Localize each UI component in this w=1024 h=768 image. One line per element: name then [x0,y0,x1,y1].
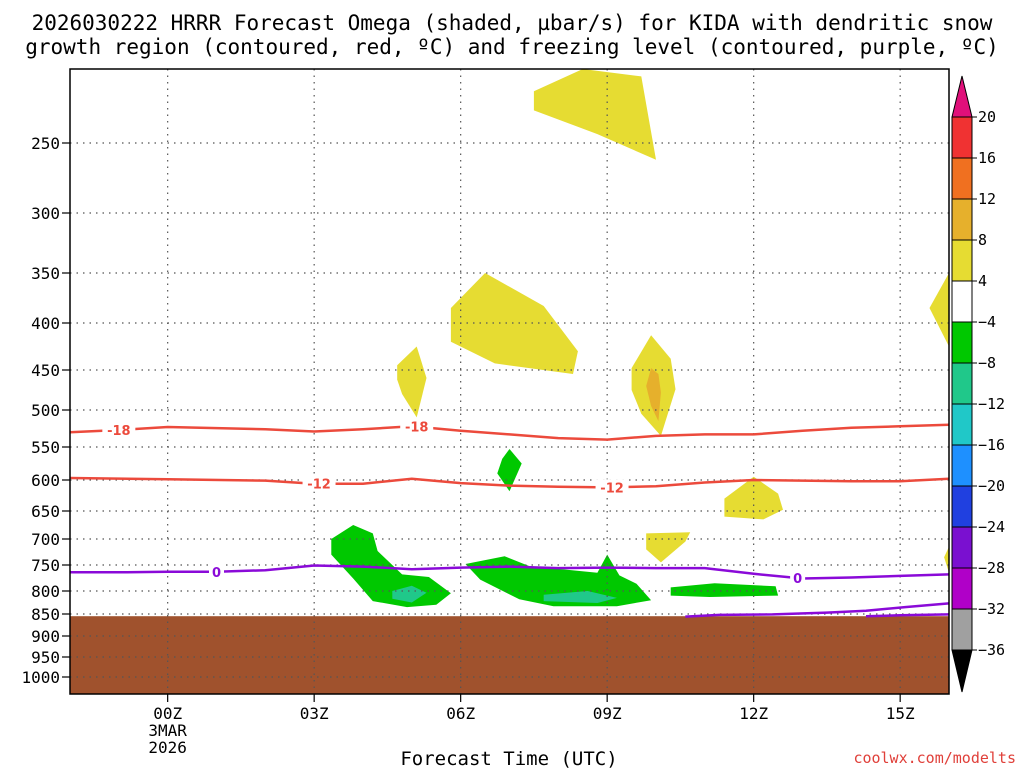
contour-line-3 [685,602,949,618]
colorbar-label: −36 [978,641,1005,659]
colorbar-label: −4 [978,313,996,331]
colorbar-bin [951,239,973,282]
omega-shaded-regions [331,69,949,608]
y-tick-label: 500 [31,401,60,420]
omega-region-7 [646,532,691,563]
contour-line-1 [70,476,949,489]
x-date-label: 2026 [148,738,187,757]
omega-region-11 [331,525,451,608]
x-axis-label: Forecast Time (UTC) [400,748,617,768]
contour-line-0 [70,423,949,441]
colorbar-bin [951,321,973,364]
y-axis-ticks: 250 300 350 400 450 500 550 600 650 700 750 800 850 9… [21,134,70,687]
plot-frame [69,68,950,695]
contour-label: -12 [307,478,331,493]
colorbar-label: −16 [978,436,1005,454]
x-tick-label: 06Z [446,704,475,723]
contour-label-bg [302,475,336,492]
y-tick-label: 900 [31,627,60,646]
colorbar: 20 16 12 8 4 −4 −8 −12 −16 −20 −24 −28 −32 −36 [951,75,1005,693]
colorbar-label: −24 [978,518,1005,536]
ground-shading [70,616,949,694]
x-tick-label: 09Z [593,704,622,723]
contour-label-bg [595,479,629,496]
colorbar-label: −8 [978,354,996,372]
y-tick-label: 1000 [21,668,60,687]
contour-label-bg [400,418,434,435]
y-tick-label: 250 [31,134,60,153]
colorbar-label: 12 [978,190,996,208]
colorbar-bin [951,362,973,405]
omega-region-15 [543,591,617,603]
contour-label: 0 [212,566,221,581]
omega-region-3 [397,346,427,418]
y-tick-label: 300 [31,204,60,223]
x-date-label: 3MAR [148,721,187,740]
colorbar-bin [951,608,973,651]
y-tick-label: 700 [31,530,60,549]
colorbar-bin [951,444,973,487]
contour-label-bg [102,421,136,438]
contour-label-bg [790,570,806,587]
omega-region-2 [450,273,578,374]
colorbar-top-arrow [951,75,973,118]
contour-label-bg [209,563,224,580]
colorbar-label: −12 [978,395,1005,413]
omega-region-8 [929,273,949,347]
contour-labels: -18 -18 -12 -12 0 0 [102,418,806,587]
contour-label: -12 [600,481,624,496]
x-tick-label: 00Z [153,704,182,723]
y-tick-label: 800 [31,582,60,601]
colorbar-bin [951,567,973,610]
colorbar-label: −32 [978,600,1005,618]
contour-line-4 [865,613,949,618]
y-tick-label: 650 [31,502,60,521]
colorbar-bin [951,403,973,446]
colorbar-bin [951,526,973,569]
colorbar-label: 20 [978,108,996,126]
omega-region-14 [392,585,427,603]
colorbar-bin [951,116,973,159]
omega-region-9 [944,546,949,573]
y-tick-label: 550 [31,438,60,457]
colorbar-bin [951,157,973,200]
chart-title-line1: 2026030222 HRRR Forecast Omega (shaded, … [32,11,993,35]
watermark: coolwx.com/modelts [853,749,1016,767]
contour-label: -18 [107,424,131,439]
y-tick-label: 350 [31,264,60,283]
chart-title-line2: growth region (contoured, red, ºC) and f… [25,35,999,59]
colorbar-label: 16 [978,149,996,167]
contour-label: 0 [793,572,802,587]
x-tick-label: 12Z [739,704,768,723]
colorbar-label: 4 [978,272,987,290]
x-tick-label: 03Z [300,704,329,723]
colorbar-bottom-arrow [951,649,973,693]
omega-region-13 [670,583,779,597]
colorbar-label: 8 [978,231,987,249]
y-tick-label: 850 [31,605,60,624]
colorbar-bin [951,280,973,323]
y-tick-label: 400 [31,314,60,333]
grid-lines [70,69,949,694]
omega-region-10 [497,449,522,492]
colorbar-label: −28 [978,559,1005,577]
y-tick-label: 450 [31,361,60,380]
y-tick-label: 600 [31,471,60,490]
colorbar-bin [951,198,973,241]
x-tick-label: 15Z [886,704,915,723]
y-tick-label: 750 [31,556,60,575]
omega-region-5 [646,368,661,422]
omega-region-1 [533,69,656,160]
colorbar-bin [951,485,973,528]
y-tick-label: 950 [31,648,60,667]
contour-label: -18 [405,421,429,436]
colorbar-label: −20 [978,477,1005,495]
